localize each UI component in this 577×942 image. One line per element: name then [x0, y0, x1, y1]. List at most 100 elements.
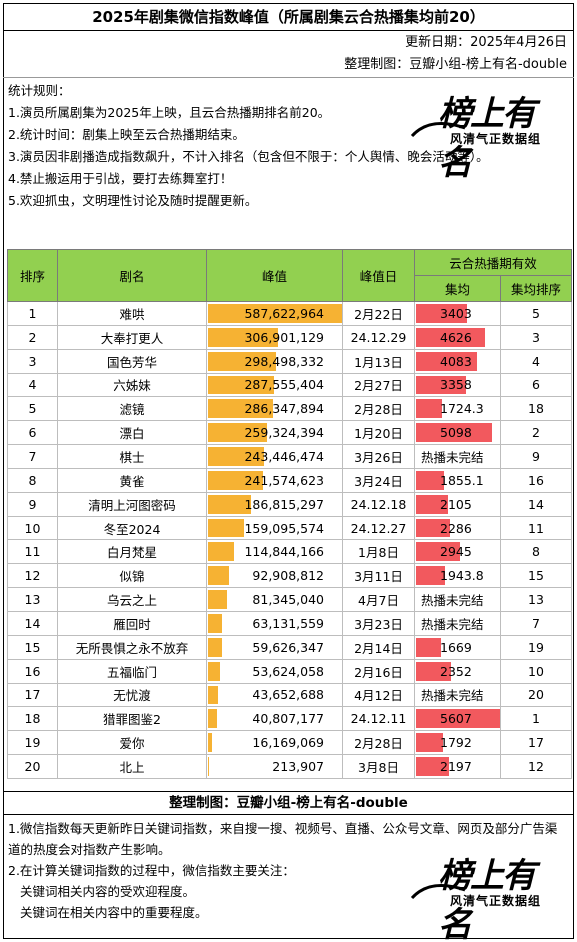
- cell-peak: 114,844,166: [206, 539, 343, 565]
- cell-peak: 53,624,058: [206, 658, 343, 684]
- cell-peak-day: 1月8日: [342, 539, 415, 565]
- table-row: 10 冬至2024 159,095,574 24.12.27 2286 11: [7, 515, 573, 541]
- cell-name: 棋士: [57, 444, 207, 469]
- note-1: 1.微信指数每天更新昨日关键词指数，来自搜一搜、视频号、直播、公众号文章、网页及…: [8, 821, 558, 857]
- peak-value: 53,624,058: [252, 663, 324, 679]
- table-row: 13 乌云之上 81,345,040 4月7日 热播未完结 13: [7, 587, 573, 612]
- cell-avg-rank: 17: [499, 730, 573, 756]
- cell-avg: 4626: [414, 324, 501, 350]
- cell-rank: 10: [7, 515, 58, 541]
- cell-peak-day: 2月27日: [342, 372, 415, 398]
- cell-rank: 6: [7, 420, 58, 446]
- header-avg: 集均: [414, 275, 501, 302]
- cell-rank: 17: [7, 682, 58, 708]
- cell-name: 六姊妹: [57, 372, 207, 398]
- table-row: 8 黄雀 241,574,623 3月24日 1855.1 16: [7, 467, 573, 493]
- peak-value: 114,844,166: [244, 544, 324, 560]
- cell-avg-rank: 13: [499, 587, 573, 612]
- avg-bar: [416, 304, 467, 323]
- avg-value: 2945: [440, 544, 472, 560]
- cell-name: 乌云之上: [57, 587, 207, 612]
- cell-avg: 热播未完结: [414, 610, 501, 636]
- cell-rank: 9: [7, 491, 58, 517]
- peak-value: 213,907: [272, 758, 324, 774]
- cell-avg: 5098: [414, 420, 501, 446]
- cell-avg-rank: 4: [499, 348, 573, 374]
- cell-peak-day: 3月11日: [342, 563, 415, 589]
- rule-4: 4.禁止搬运用于引战，要打去练舞室打！: [8, 171, 233, 186]
- cell-name: 似锦: [57, 563, 207, 589]
- cell-rank: 19: [7, 730, 58, 756]
- avg-value: 2105: [440, 496, 472, 512]
- peak-bar: [208, 375, 274, 395]
- peak-bar: [208, 351, 277, 371]
- avg-value: 4626: [440, 329, 472, 345]
- logo-subtext: 风清气正数据组: [450, 132, 542, 146]
- cell-peak: 159,095,574: [206, 515, 343, 541]
- peak-bar: [208, 637, 222, 657]
- cell-avg: 2945: [414, 539, 501, 565]
- peak-value: 92,908,812: [252, 568, 324, 584]
- table-row: 20 北上 213,907 3月8日 2197 12: [7, 754, 573, 779]
- avg-value: 2352: [440, 663, 472, 679]
- peak-bar: [208, 423, 268, 443]
- cell-peak-day: 24.12.27: [342, 515, 415, 541]
- rules-heading: 统计规则：: [8, 83, 71, 98]
- peak-value: 186,815,297: [244, 496, 324, 512]
- header-name: 剧名: [57, 249, 207, 302]
- avg-bar: [416, 709, 500, 729]
- cell-avg-rank: 18: [499, 396, 573, 422]
- avg-value: 1792: [440, 735, 472, 751]
- cell-avg-rank: 10: [499, 658, 573, 684]
- avg-bar: [416, 518, 451, 538]
- cell-avg-rank: 3: [499, 324, 573, 350]
- cell-avg-rank: 8: [499, 539, 573, 565]
- cell-avg-rank: 19: [499, 634, 573, 660]
- cell-name: 无所畏惧之永不放弃: [57, 634, 207, 660]
- cell-rank: 1: [7, 301, 58, 326]
- avg-value: 热播未完结: [421, 688, 484, 704]
- peak-bar: [208, 494, 251, 514]
- cell-avg: 2352: [414, 658, 501, 684]
- avg-value: 1669: [440, 639, 472, 655]
- cell-peak-day: 2月14日: [342, 634, 415, 660]
- cell-avg-rank: 6: [499, 372, 573, 398]
- peak-bar: [208, 542, 235, 562]
- cell-avg-rank: 11: [499, 515, 573, 541]
- cell-rank: 7: [7, 444, 58, 469]
- peak-bar: [208, 566, 230, 586]
- rule-5: 5.欢迎抓虫，文明理性讨论及随时提醒更新。: [8, 193, 258, 208]
- peak-bar: [208, 447, 264, 466]
- cell-peak-day: 24.12.29: [342, 324, 415, 350]
- peak-bar: [208, 327, 278, 347]
- table-row: 12 似锦 92,908,812 3月11日 1943.8 15: [7, 563, 573, 589]
- cell-peak: 287,555,404: [206, 372, 343, 398]
- header-peak-day: 峰值日: [342, 249, 415, 302]
- cell-peak-day: 1月13日: [342, 348, 415, 374]
- peak-value: 241,574,623: [244, 472, 324, 488]
- cell-peak-day: 3月24日: [342, 467, 415, 493]
- cell-name: 无忧渡: [57, 682, 207, 708]
- data-table: 排序 剧名 峰值 峰值日 云合热播期有效 集均 集均排序 1 难哄 587,622,…: [7, 249, 573, 779]
- cell-name: 难哄: [57, 301, 207, 326]
- peak-bar: [208, 399, 274, 419]
- table-row: 19 爱你 16,169,069 2月28日 1792 17: [7, 730, 573, 756]
- peak-bar: [208, 733, 212, 753]
- note-3: 关键词相关内容的受欢迎程度。: [20, 884, 196, 899]
- cell-rank: 11: [7, 539, 58, 565]
- logo-top: 榜上有名 风清气正数据组: [410, 86, 560, 183]
- table-row: 14 雁回时 63,131,559 3月23日 热播未完结 7: [7, 610, 573, 636]
- cell-name: 国色芳华: [57, 348, 207, 374]
- cell-avg-rank: 12: [499, 754, 573, 779]
- cell-avg: 3403: [414, 301, 501, 326]
- cell-avg-rank: 7: [499, 610, 573, 636]
- avg-bar: [416, 637, 441, 657]
- cell-name: 雁回时: [57, 610, 207, 636]
- peak-value: 298,498,332: [244, 353, 324, 369]
- cell-avg-rank: 9: [499, 444, 573, 469]
- cell-avg-rank: 1: [499, 706, 573, 732]
- cell-peak: 306,901,129: [206, 324, 343, 350]
- cell-peak: 286,347,894: [206, 396, 343, 422]
- peak-value: 40,807,177: [252, 711, 324, 727]
- cell-avg: 3358: [414, 372, 501, 398]
